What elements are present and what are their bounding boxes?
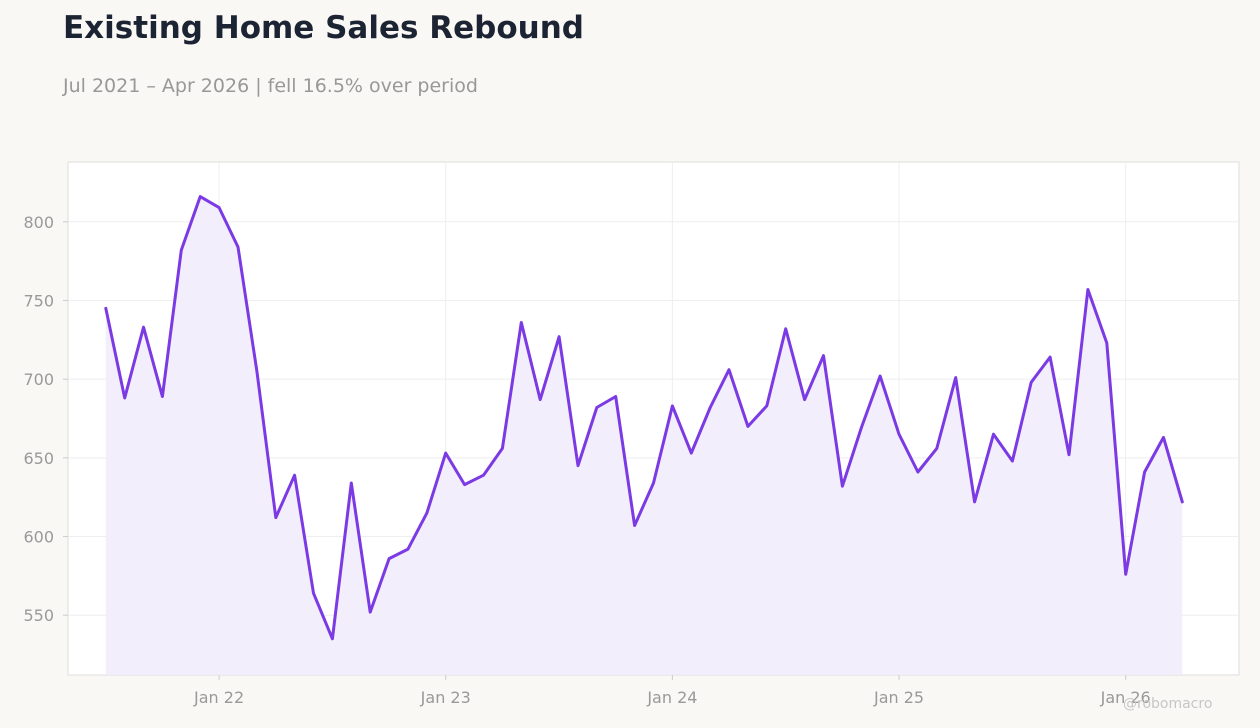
x-tick-label: Jan 22 bbox=[193, 688, 244, 707]
y-tick-label: 700 bbox=[23, 370, 54, 389]
y-tick-label: 600 bbox=[23, 528, 54, 547]
y-tick-label: 650 bbox=[23, 449, 54, 468]
series-line bbox=[104, 195, 1184, 641]
y-tick-label: 750 bbox=[23, 291, 54, 310]
area-fill bbox=[105, 196, 1183, 675]
watermark: @robomacro bbox=[1123, 696, 1213, 712]
y-tick-label: 800 bbox=[23, 213, 54, 232]
chart-subtitle: Jul 2021 – Apr 2026 | fell 16.5% over pe… bbox=[63, 75, 478, 97]
chart-title: Existing Home Sales Rebound bbox=[63, 10, 584, 46]
y-axis: 550 600 650 700 750 800 bbox=[23, 213, 68, 625]
x-tick-label: Jan 26 bbox=[1100, 688, 1151, 707]
y-tick-label: 550 bbox=[23, 606, 54, 625]
x-tick-label: Jan 24 bbox=[646, 688, 697, 707]
x-tick-label: Jan 25 bbox=[873, 688, 924, 707]
x-axis: Jan 22 Jan 23 Jan 24 Jan 25 Jan 26 bbox=[193, 675, 1151, 707]
x-tick-label: Jan 23 bbox=[420, 688, 471, 707]
